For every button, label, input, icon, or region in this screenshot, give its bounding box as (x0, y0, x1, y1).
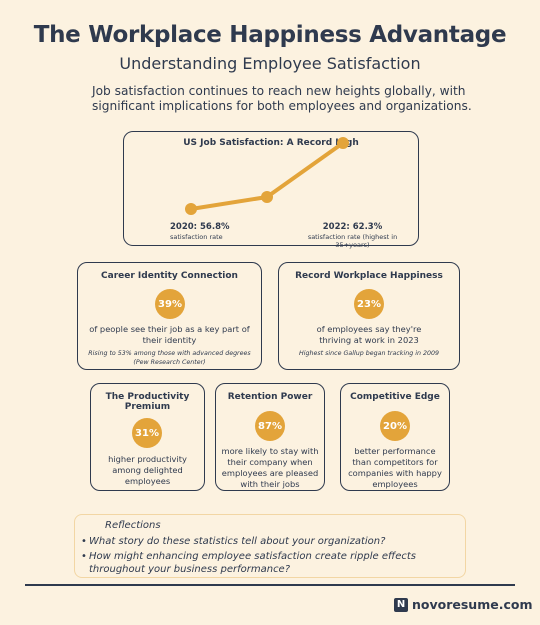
reflection-item: How might enhancing employee satisfactio… (81, 550, 459, 576)
card-title: The Productivity Premium (105, 392, 190, 412)
reflection-item: What story do these statistics tell abou… (81, 535, 459, 548)
card-text: of employees say they're thriving at wor… (316, 324, 422, 345)
card: Retention Power 87% more likely to stay … (215, 383, 325, 491)
card-title: Record Workplace Happiness (295, 271, 443, 281)
reflections: Reflections What story do these statisti… (74, 514, 466, 578)
title: The Workplace Happiness Advantage (33, 22, 507, 48)
card-title: Retention Power (227, 392, 313, 402)
point (185, 203, 197, 215)
annotation-note: satisfaction rate (170, 233, 223, 241)
divider (25, 584, 515, 586)
chart-box: US Job Satisfaction: A Record High 2020:… (123, 131, 419, 249)
stat: 23% (354, 289, 384, 319)
card: The Productivity Premium 31% higher prod… (90, 383, 205, 491)
card-text: more likely to stay with their company w… (221, 446, 319, 489)
annotation-text: 2020: 56.8% (170, 222, 230, 232)
card-note: Highest since Gallup began tracking in 2… (299, 350, 439, 357)
card-title: Competitive Edge (350, 392, 440, 402)
card-note: Rising to 53% among those with advanced … (88, 350, 251, 366)
brand-name: novoresume.com (412, 597, 533, 612)
point (261, 191, 273, 203)
annotation-text: 2022: 62.3% (322, 222, 383, 232)
intro: Job satisfaction continues to reach new … (92, 84, 472, 113)
card: Record Workplace Happiness 23% of employ… (278, 262, 460, 370)
reflections-title: Reflections (105, 520, 161, 531)
stat: 31% (132, 418, 162, 448)
stat: 39% (155, 289, 185, 319)
card-text: better performance than competitors for … (348, 446, 442, 489)
point (337, 137, 349, 149)
chart (185, 137, 349, 215)
stat: 20% (380, 411, 410, 441)
annotation: 2022: 62.3% satisfaction rate (highest in… (290, 222, 415, 249)
card: Career Identity Connection 39% of people… (77, 262, 262, 370)
annotation-note: satisfaction rate (highest in 35+years) (307, 233, 398, 249)
card-text: higher productivity among delighted empl… (108, 454, 187, 486)
logo: N (394, 597, 408, 612)
card-title: Career Identity Connection (101, 271, 238, 281)
stat: 87% (255, 411, 285, 441)
card-text: of people see their job as a key part of… (89, 324, 250, 345)
card: Competitive Edge 20% better performance … (340, 383, 450, 491)
annotation: 2020: 56.8% satisfaction rate (170, 222, 230, 241)
subtitle: Understanding Employee Satisfaction (119, 54, 421, 73)
chart-title: US Job Satisfaction: A Record High (183, 138, 359, 148)
